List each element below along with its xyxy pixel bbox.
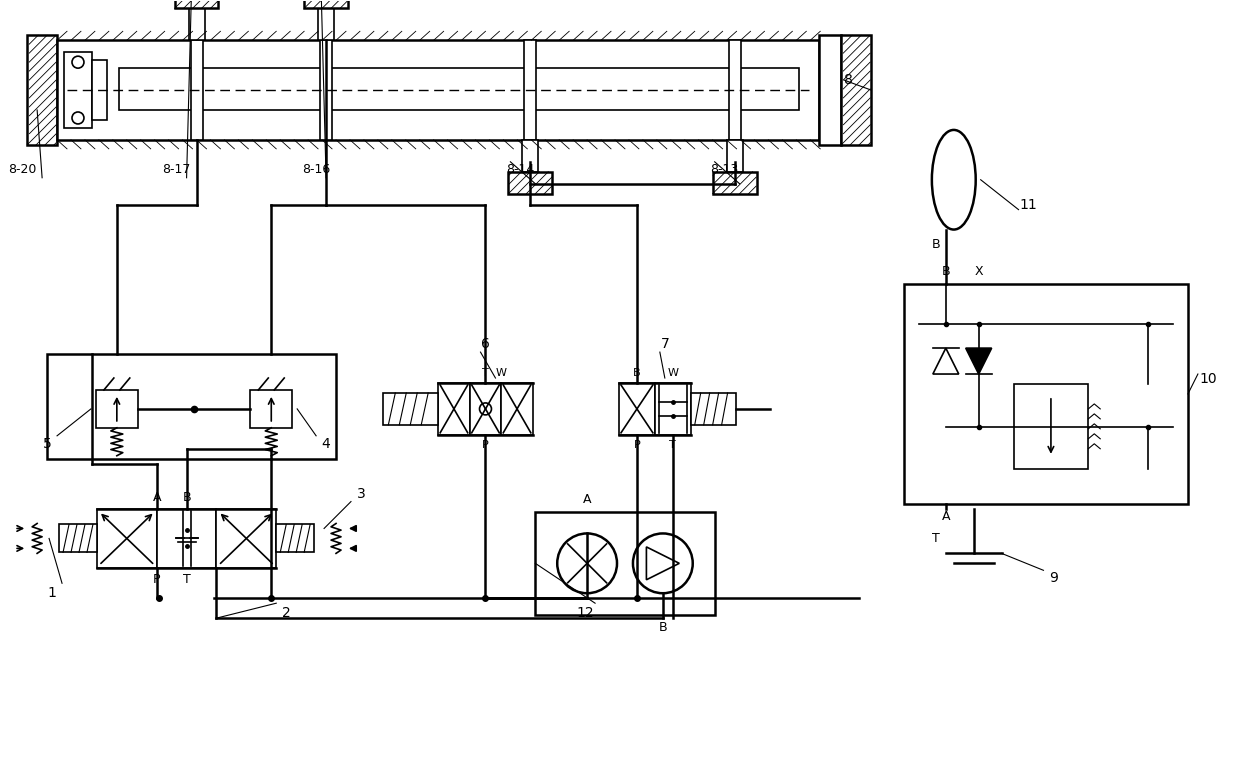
Bar (841, 35, 870, 145)
Text: A: A (153, 490, 161, 503)
Text: 8-16: 8-16 (303, 163, 330, 176)
Text: B: B (931, 238, 940, 251)
Text: 8-17: 8-17 (162, 163, 191, 176)
Bar (525, 40, 537, 140)
Text: P: P (482, 440, 489, 450)
Bar (522, 140, 538, 172)
Bar (304, 0, 348, 8)
Bar (57, 40, 820, 140)
Text: 12: 12 (577, 606, 594, 620)
Bar (536, 512, 714, 615)
Bar (92, 60, 107, 120)
Bar (27, 35, 57, 145)
Text: 7: 7 (661, 337, 670, 351)
Text: 10: 10 (1199, 372, 1216, 386)
Bar (47, 354, 336, 458)
Text: B: B (634, 368, 641, 378)
Bar (619, 383, 655, 435)
Bar (438, 383, 470, 435)
Bar (713, 172, 756, 194)
Bar (188, 8, 205, 40)
Text: W: W (667, 368, 678, 378)
Bar (60, 524, 97, 552)
Text: 9: 9 (1049, 571, 1058, 585)
Bar (508, 172, 552, 194)
Bar (319, 8, 334, 40)
Text: 6: 6 (481, 337, 490, 351)
Bar (501, 383, 533, 435)
Bar (217, 509, 277, 568)
Text: 8: 8 (844, 73, 853, 87)
Bar (727, 140, 743, 172)
Bar (383, 393, 438, 425)
Bar (156, 509, 217, 568)
Text: B: B (658, 621, 667, 634)
Text: B: B (941, 265, 950, 278)
Bar (320, 40, 332, 140)
Text: P: P (153, 573, 160, 586)
Text: 8-13: 8-13 (711, 163, 739, 176)
Text: T: T (482, 368, 489, 378)
Text: W: W (496, 368, 507, 378)
Text: 5: 5 (42, 437, 52, 451)
Text: T: T (932, 532, 940, 545)
Bar (64, 52, 92, 128)
Text: A: A (941, 510, 950, 523)
Bar (277, 524, 314, 552)
Bar (820, 35, 841, 145)
Text: X: X (975, 265, 983, 278)
Bar (175, 0, 218, 8)
Bar (95, 390, 138, 428)
Text: 3: 3 (357, 487, 366, 500)
Text: T: T (670, 440, 676, 450)
Text: 8-20: 8-20 (7, 163, 36, 176)
Bar (250, 390, 293, 428)
Bar (470, 383, 501, 435)
Text: A: A (583, 493, 591, 506)
Bar (1013, 384, 1089, 468)
Text: 8-14: 8-14 (506, 163, 534, 176)
Text: 4: 4 (321, 437, 330, 451)
Polygon shape (966, 348, 992, 374)
Bar (97, 509, 156, 568)
Bar (691, 393, 735, 425)
Text: 2: 2 (281, 606, 290, 620)
Bar (904, 284, 1188, 503)
Text: 11: 11 (1019, 198, 1038, 212)
Text: 1: 1 (47, 586, 57, 601)
Bar (729, 40, 740, 140)
Bar (655, 383, 691, 435)
Bar (119, 68, 800, 110)
Text: B: B (182, 490, 191, 503)
Text: T: T (182, 573, 191, 586)
Text: P: P (634, 440, 640, 450)
Bar (191, 40, 202, 140)
